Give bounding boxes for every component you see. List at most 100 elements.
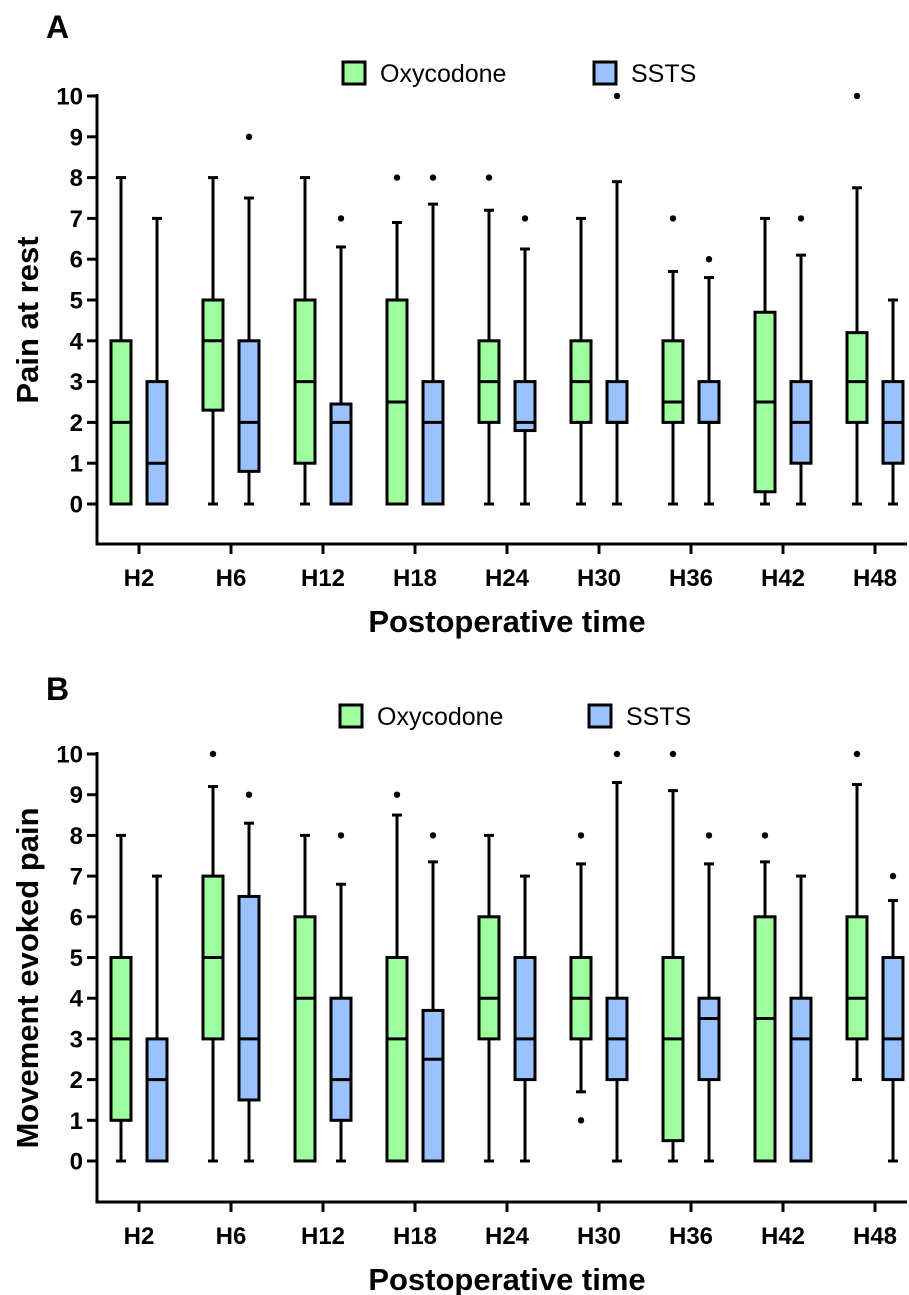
panel-a: A 0 1 2 3 4 5 6 7 8 9 10 H2 H6 H12 H18 H24 H30 H36 H42 H48 Po… [10, 9, 907, 639]
outlier-point [577, 1117, 585, 1124]
x-tick-label: H24 [485, 565, 530, 592]
box-oxycodone-h6 [201, 176, 225, 506]
box-oxycodone-h12 [293, 833, 317, 1163]
x-axis-title: Postoperative time [368, 604, 645, 639]
box-iqr [513, 380, 537, 433]
box-oxycodone-h18 [385, 791, 409, 1163]
y-tick-label: 0 [70, 492, 83, 519]
box-iqr [661, 956, 685, 1143]
box-ssts-h24 [513, 874, 537, 1163]
box-oxycodone-h30 [569, 216, 593, 506]
x-tick-label: H42 [761, 1223, 805, 1250]
x-tick-label: H12 [301, 565, 345, 592]
y-tick-label: 9 [70, 124, 83, 151]
y-tick-label: 10 [56, 742, 83, 769]
outlier-point [669, 215, 677, 222]
x-tick-label: H18 [393, 565, 437, 592]
x-tick-label: H12 [301, 1223, 345, 1250]
outlier-point [429, 832, 437, 839]
box-ssts-h2 [145, 874, 169, 1163]
outlier-point [393, 791, 401, 798]
box-iqr [237, 894, 261, 1102]
box-iqr [697, 380, 721, 424]
legend-swatch [592, 60, 618, 86]
legend-label: Oxycodone [380, 60, 506, 88]
box-ssts-h36 [697, 256, 721, 506]
box-ssts-h48 [881, 872, 905, 1163]
y-tick-label: 0 [70, 1149, 83, 1176]
outlier-point [393, 174, 401, 181]
box-iqr [385, 956, 409, 1163]
box-ssts-h48 [881, 298, 905, 506]
y-tick-label: 1 [70, 451, 83, 478]
outlier-point [429, 174, 437, 181]
box-oxycodone-h42 [753, 832, 777, 1163]
box-ssts-h12 [329, 832, 353, 1163]
outlier-point [705, 256, 713, 263]
y-tick-label: 7 [70, 206, 83, 233]
y-tick-label: 5 [70, 945, 83, 972]
box-iqr [293, 915, 317, 1163]
x-tick-label: H30 [577, 1223, 621, 1250]
x-tick-label: H30 [577, 565, 621, 592]
outlier-point [705, 832, 713, 839]
outlier-point [669, 750, 677, 758]
x-axis-title: Postoperative time [368, 1262, 645, 1295]
legend-label: Oxycodone [377, 703, 503, 731]
box-ssts-h24 [513, 215, 537, 506]
x-tick-label: H24 [485, 1223, 530, 1250]
outlier-point [245, 133, 253, 140]
box-oxycodone-h2 [109, 176, 133, 506]
y-tick-label: 3 [70, 1026, 83, 1053]
y-tick-label: 1 [70, 1108, 83, 1135]
x-tick-label: H36 [669, 1223, 713, 1250]
outlier-point [797, 215, 805, 222]
box-iqr [145, 1037, 169, 1163]
box-iqr [145, 380, 169, 506]
panel-b: B 0 1 2 3 4 5 6 7 8 9 10 H2 H6 H12 H18 H24 H30 H36 H42 H48 Po… [10, 671, 907, 1295]
x-tick-label: H18 [393, 1223, 437, 1250]
box-iqr [329, 402, 353, 506]
box-iqr [789, 996, 813, 1163]
box-iqr [845, 331, 869, 424]
box-iqr [881, 956, 905, 1082]
x-tick-label: H6 [216, 1223, 247, 1250]
panel-letter: B [46, 671, 69, 707]
box-ssts-h6 [237, 791, 261, 1163]
panel-letter: A [46, 9, 69, 45]
box-oxycodone-h2 [109, 833, 133, 1163]
outlier-point [613, 92, 621, 100]
y-tick-label: 10 [56, 84, 83, 111]
y-tick-label: 6 [70, 904, 83, 931]
box-oxycodone-h12 [293, 176, 317, 506]
box-oxycodone-h36 [661, 215, 685, 506]
y-tick-label: 9 [70, 782, 83, 809]
x-tick-label: H36 [669, 565, 713, 592]
outlier-point [337, 832, 345, 839]
box-iqr [697, 996, 721, 1082]
box-oxycodone-h48 [845, 750, 869, 1082]
outlier-point [853, 750, 861, 758]
x-tick-label: H6 [216, 565, 247, 592]
outlier-point [245, 791, 253, 798]
x-tick-label: H48 [853, 565, 897, 592]
box-iqr [605, 380, 629, 424]
box-iqr [237, 339, 261, 473]
box-iqr [513, 956, 537, 1082]
legend-swatch [341, 60, 367, 86]
x-tick-label: H42 [761, 565, 805, 592]
outlier-point [209, 750, 217, 758]
box-iqr [477, 915, 501, 1041]
box-oxycodone-h42 [753, 216, 777, 506]
box-iqr [421, 380, 445, 506]
legend-label: SSTS [626, 703, 691, 731]
x-tick-label: H2 [124, 565, 155, 592]
box-ssts-h42 [789, 215, 813, 506]
box-iqr [845, 915, 869, 1041]
outlier-point [761, 832, 769, 839]
legend-swatch [587, 703, 613, 729]
box-ssts-h30 [605, 750, 629, 1163]
x-tick-label: H48 [853, 1223, 897, 1250]
outlier-point [337, 215, 345, 222]
